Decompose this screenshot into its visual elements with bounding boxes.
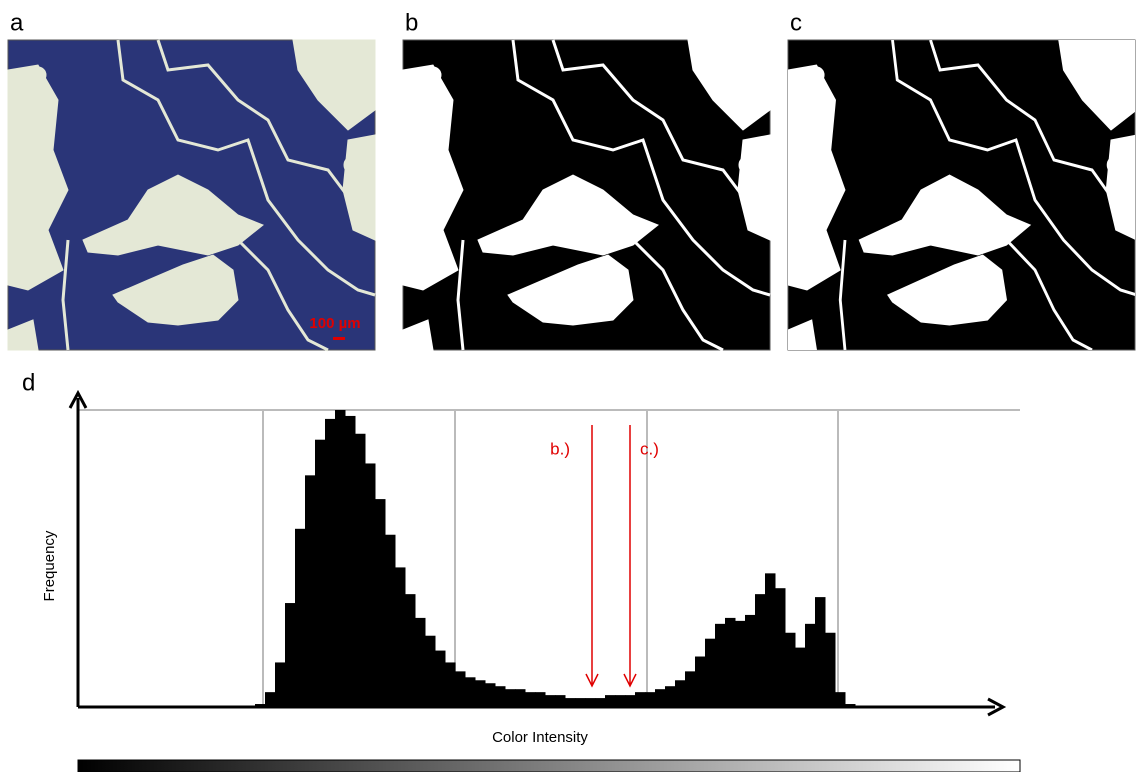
histogram-bar (525, 692, 536, 707)
histogram-bar (535, 692, 546, 707)
histogram-bar (335, 410, 346, 707)
histogram-bar (445, 662, 456, 707)
panel-label: a (10, 9, 24, 36)
threshold-arrows (586, 425, 636, 686)
histogram-bar (475, 680, 486, 707)
histogram-bar (735, 621, 746, 707)
histogram-bar (465, 677, 476, 707)
histogram-bar (415, 618, 426, 707)
histogram-bar (355, 434, 366, 707)
histogram-bar (275, 662, 286, 707)
histogram-bar (625, 695, 636, 707)
histogram-bar (545, 695, 556, 707)
scale-bar-label: 100 µm (309, 315, 360, 332)
y-axis-label: Frequency (41, 530, 58, 601)
histogram-bar (755, 594, 766, 707)
panel-label: b (405, 9, 418, 36)
histogram-bar (295, 529, 306, 707)
panel-b-image (403, 40, 770, 350)
histogram-bar (745, 615, 756, 707)
axes (70, 393, 1003, 715)
panel-label: d (22, 369, 35, 396)
histogram-bar (425, 636, 436, 707)
histogram (78, 410, 1020, 707)
histogram-bar (305, 475, 316, 707)
histogram-bar (495, 686, 506, 707)
x-axis-label: Color Intensity (492, 729, 588, 746)
figure: 100 µm a b c d b.) c.) Color Intensity F… (0, 0, 1137, 772)
histogram-bar (675, 680, 686, 707)
histogram-bar (695, 657, 706, 707)
histogram-bar (515, 689, 526, 707)
panel-label: c (790, 9, 802, 36)
histogram-bar (385, 535, 396, 707)
histogram-bar (635, 692, 646, 707)
histogram-bar (435, 651, 446, 707)
histogram-bar (665, 686, 676, 707)
panel-c-image (788, 40, 1137, 350)
histogram-bar (365, 463, 376, 707)
histogram-bar (615, 695, 626, 707)
histogram-bar (605, 695, 616, 707)
histogram-bar (505, 689, 516, 707)
histogram-bar (795, 648, 806, 707)
histogram-bar (815, 597, 826, 707)
histogram-bar (805, 624, 816, 707)
panel-a-image (8, 40, 375, 350)
histogram-bar (405, 594, 416, 707)
histogram-bar (325, 419, 336, 707)
histogram-bar (725, 618, 736, 707)
histogram-bar (555, 695, 566, 707)
histogram-bar (765, 573, 776, 707)
histogram-bar (345, 416, 356, 707)
histogram-bar (395, 567, 406, 707)
histogram-bar (285, 603, 296, 707)
histogram-bar (715, 624, 726, 707)
histogram-bar (705, 639, 716, 707)
histogram-bar (455, 671, 466, 707)
annotation: c.) (640, 439, 659, 458)
histogram-bar (785, 633, 796, 707)
histogram-bar (835, 692, 846, 707)
intensity-scale (78, 760, 1020, 772)
histogram-bar (655, 689, 666, 707)
histogram-bar (315, 440, 326, 707)
histogram-bar (685, 671, 696, 707)
histogram-bar (485, 683, 496, 707)
histogram-bar (645, 692, 656, 707)
histogram-bar (375, 499, 386, 707)
annotation: b.) (550, 439, 570, 458)
histogram-bar (775, 588, 786, 707)
histogram-bar (825, 633, 836, 707)
histogram-bar (265, 692, 276, 707)
